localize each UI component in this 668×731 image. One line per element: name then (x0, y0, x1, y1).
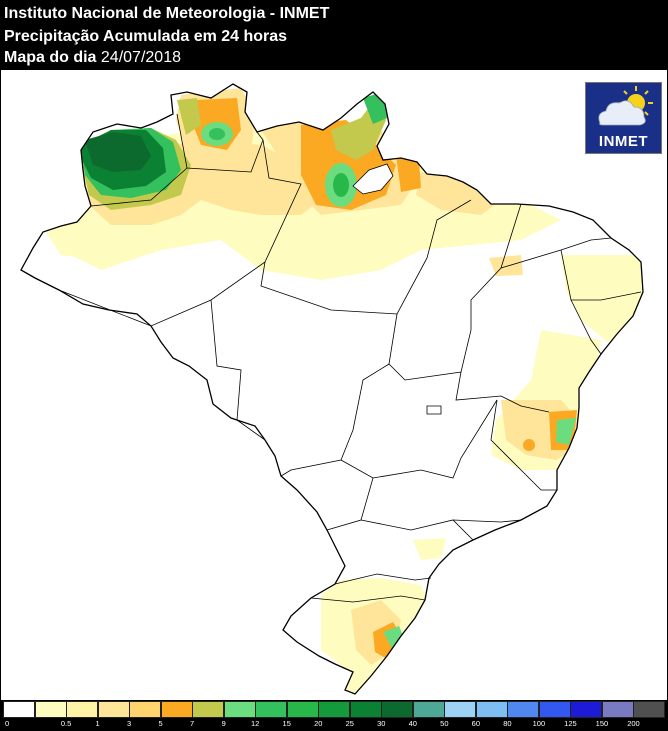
legend-swatch (633, 701, 666, 718)
legend-label: 25 (345, 719, 354, 728)
precipitation-map (1, 70, 667, 700)
legend-swatch (97, 701, 130, 718)
legend-swatch (381, 701, 414, 718)
legend-swatch (3, 701, 35, 718)
state-borders (58, 113, 642, 603)
legend-label: 3 (127, 719, 132, 728)
legend-swatch (601, 701, 634, 718)
precipitation-legend: 0 0.5 1 3 5 7 9 12 15 20 25 30 40 50 60 80 100 125 150 200 (1, 700, 667, 731)
marajo-island (352, 163, 394, 195)
legend-label: 100 (532, 719, 546, 728)
legend-swatch (318, 701, 351, 718)
header-date-line: Mapa do dia 24/07/2018 (4, 48, 181, 68)
legend-label: 12 (251, 719, 260, 728)
legend-label: 9 (221, 719, 226, 728)
legend-swatch (412, 701, 445, 718)
legend-label: 15 (282, 719, 291, 728)
legend-swatch (255, 701, 288, 718)
legend-label: 5 (158, 719, 163, 728)
sun-cloud-rain-icon (598, 86, 653, 126)
inmet-logo: INMET (585, 82, 662, 154)
legend-swatch (192, 701, 225, 718)
legend-swatch (66, 701, 99, 718)
legend-swatch (286, 701, 319, 718)
legend-label: 150 (595, 719, 609, 728)
legend-label: 125 (564, 719, 577, 728)
legend-swatch (223, 701, 256, 718)
legend-label: 60 (471, 719, 481, 728)
header: Instituto Nacional de Meteorologia - INM… (0, 0, 668, 70)
legend-label: 0 (5, 719, 10, 728)
legend-swatch (349, 701, 382, 718)
legend-label: 1 (95, 719, 100, 728)
logo-text: INMET (598, 133, 649, 150)
legend-label: 200 (627, 719, 640, 728)
map-date: 24/07/2018 (100, 49, 181, 66)
legend-label: 30 (377, 719, 386, 728)
legend-label: 0.5 (60, 719, 72, 728)
legend-label: 40 (408, 719, 417, 728)
legend-swatch (34, 701, 67, 718)
date-label: Mapa do dia (4, 49, 97, 66)
header-subtitle: Precipitação Acumulada em 24 horas (4, 28, 288, 45)
brazil-map-svg (20, 83, 644, 695)
legend-swatch (160, 701, 193, 718)
legend-swatch (444, 701, 477, 718)
legend-label: 7 (190, 719, 195, 728)
header-title: Instituto Nacional de Meteorologia - INM… (4, 5, 330, 22)
legend-label: 20 (314, 719, 323, 728)
legend-label: 50 (440, 719, 449, 728)
legend-swatch (570, 701, 603, 718)
legend-swatch (129, 701, 162, 718)
legend-label: 80 (503, 719, 512, 728)
legend-swatch (538, 701, 571, 718)
legend-swatch (507, 701, 540, 718)
legend-swatch (475, 701, 508, 718)
